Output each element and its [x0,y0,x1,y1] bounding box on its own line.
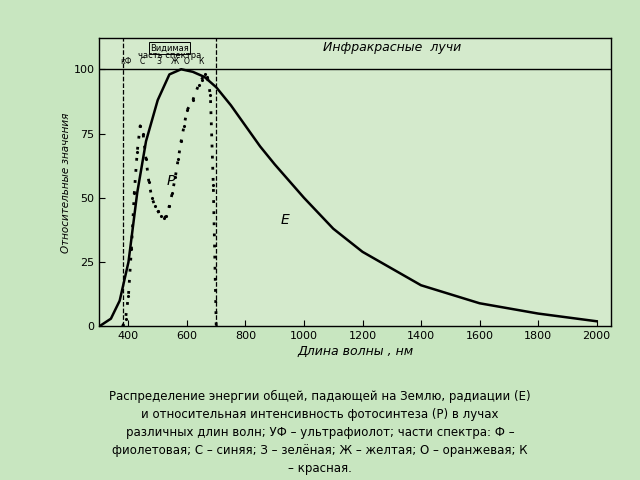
Text: Ж: Ж [170,57,179,66]
Text: Р: Р [166,174,175,188]
Text: К: К [198,57,204,66]
Text: О: О [184,57,190,66]
Text: кФ: кФ [121,57,132,66]
Text: Инфракрасные  лучи: Инфракрасные лучи [323,41,461,54]
Text: часть спектра: часть спектра [138,51,201,60]
X-axis label: Длина волны , нм: Длина волны , нм [297,346,413,359]
Text: З: З [157,57,162,66]
Y-axis label: Относительные значения: Относительные значения [61,112,70,252]
Text: E: E [280,213,289,227]
Text: Видимая: Видимая [150,44,189,52]
Text: Распределение энергии общей, падающей на Землю, радиации (Е)
и относительная инт: Распределение энергии общей, падающей на… [109,390,531,475]
Text: С: С [140,57,145,66]
